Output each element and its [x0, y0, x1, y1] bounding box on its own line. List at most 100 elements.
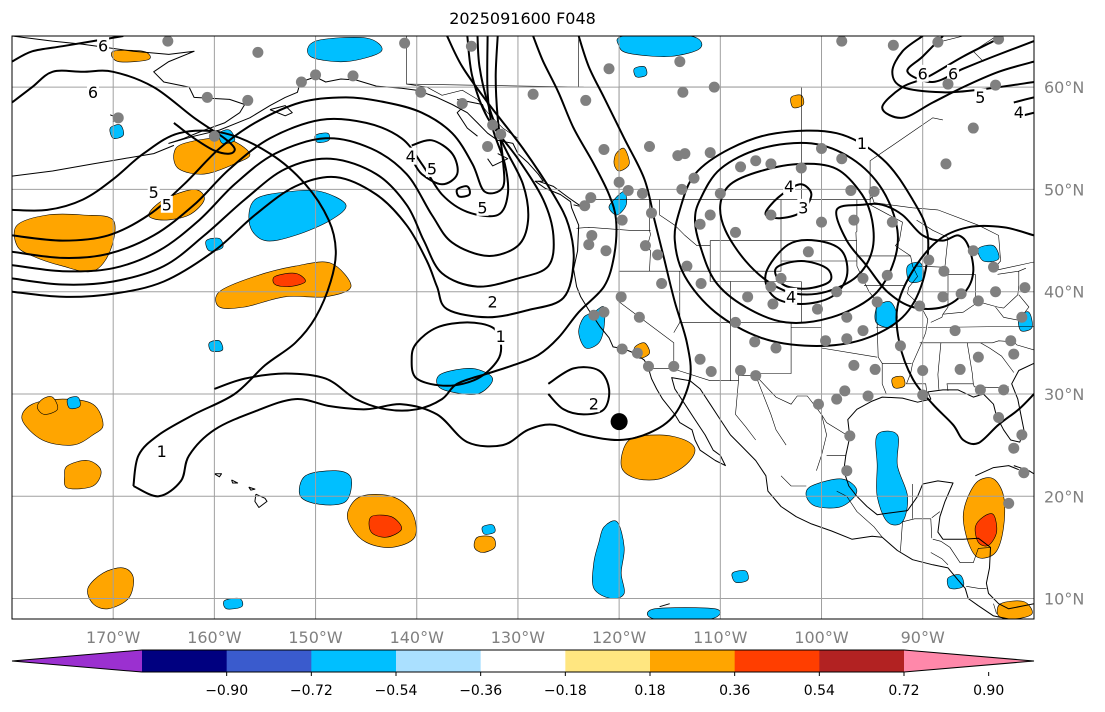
height-contour — [1013, 96, 1034, 104]
anomaly-region — [64, 460, 102, 490]
height-contour — [12, 36, 510, 259]
station-dot — [839, 385, 851, 397]
anomaly-region — [481, 524, 496, 535]
political-border — [942, 36, 964, 42]
anomaly-region — [248, 189, 347, 242]
station-dot — [636, 188, 648, 200]
station-dot — [845, 184, 857, 196]
contour-label: 5 — [975, 88, 985, 107]
station-dot — [652, 249, 664, 261]
contour-label-background — [587, 395, 600, 413]
contour-label: 4 — [406, 147, 416, 166]
gridline-layer — [12, 36, 1034, 619]
station-dot — [1018, 467, 1030, 479]
station-dot — [881, 269, 893, 281]
coastline — [248, 486, 256, 491]
political-border — [735, 380, 756, 441]
coastline — [12, 36, 1009, 619]
station-dot — [998, 384, 1010, 396]
station-dot — [770, 342, 782, 354]
colorbar-outline — [11, 649, 1035, 673]
contour-label-background — [494, 327, 507, 345]
station-dot — [795, 162, 807, 174]
contour-label-background — [155, 442, 168, 460]
station-dot — [1005, 335, 1017, 347]
colorbar-tick-label: −0.18 — [544, 683, 587, 699]
location-marker — [610, 413, 628, 431]
contour-label-background — [425, 159, 438, 177]
contour-label: 1 — [157, 442, 167, 461]
station-dot — [988, 261, 1000, 273]
anomaly-region — [616, 36, 703, 57]
station-dot — [917, 364, 929, 376]
station-dot — [162, 36, 174, 47]
station-dot — [527, 88, 539, 100]
station-dot — [848, 214, 860, 226]
anomaly-region — [996, 600, 1033, 619]
station-dot — [681, 260, 693, 272]
colorbar-segment — [734, 650, 820, 672]
station-dot — [208, 130, 220, 142]
contour-label-background — [476, 198, 489, 216]
colorbar-extend-min — [12, 650, 142, 672]
political-border — [993, 603, 997, 614]
station-dot — [765, 209, 777, 221]
station-dot — [775, 272, 787, 284]
station-dot — [871, 296, 883, 308]
coastline — [214, 473, 222, 478]
colorbar-tick-label: −0.54 — [375, 683, 418, 699]
station-dot — [603, 63, 615, 75]
station-dot — [704, 147, 716, 159]
contour-label-background — [1012, 103, 1025, 121]
station-dot — [812, 398, 824, 410]
colorbar-tick-label: 0.54 — [804, 683, 835, 699]
height-contour — [774, 260, 833, 290]
station-dot — [942, 78, 954, 90]
anomaly-region — [891, 375, 906, 389]
station-dot — [310, 69, 322, 81]
longitude-tick-label: 110°W — [693, 628, 748, 647]
height-contour — [12, 36, 575, 319]
station-dot — [631, 347, 643, 359]
contour-label: 6 — [88, 83, 98, 102]
anomaly-region — [790, 94, 805, 109]
colorbar-segment — [226, 650, 312, 672]
anomaly-region — [36, 396, 59, 415]
colorbar-tick-label: 0.90 — [973, 683, 1004, 699]
station-dot — [694, 353, 706, 365]
coastline — [659, 603, 670, 608]
map-title: 2025091600 F048 — [449, 9, 596, 28]
longitude-tick-label: 90°W — [901, 628, 945, 647]
political-border — [816, 414, 827, 471]
political-border — [1018, 267, 1027, 272]
colorbar-segment — [480, 650, 566, 672]
station-dot — [836, 36, 848, 47]
contour-label: 2 — [488, 292, 498, 311]
station-dot — [1008, 348, 1020, 360]
political-border — [932, 538, 991, 563]
station-dot — [993, 412, 1005, 424]
station-dot — [742, 291, 754, 303]
political-border — [876, 322, 887, 395]
contour-label: 4 — [1014, 103, 1024, 122]
station-dot — [456, 98, 468, 110]
station-dot — [857, 325, 869, 337]
station-dot — [993, 36, 1005, 45]
anomaly-region — [368, 514, 402, 538]
station-dot — [677, 86, 689, 98]
political-border — [869, 117, 943, 200]
contour-label-background — [785, 287, 798, 305]
map-frame — [11, 35, 1035, 620]
station-dot — [112, 112, 124, 124]
station-layer — [112, 36, 1031, 509]
political-border — [930, 552, 949, 566]
contour-label: 6 — [918, 64, 928, 83]
height-contour — [214, 36, 618, 412]
station-dot — [668, 360, 680, 372]
station-dot — [694, 218, 706, 230]
station-dot — [704, 209, 716, 221]
station-dot — [869, 363, 881, 375]
anomaly-region — [208, 340, 224, 352]
station-dot — [820, 335, 832, 347]
